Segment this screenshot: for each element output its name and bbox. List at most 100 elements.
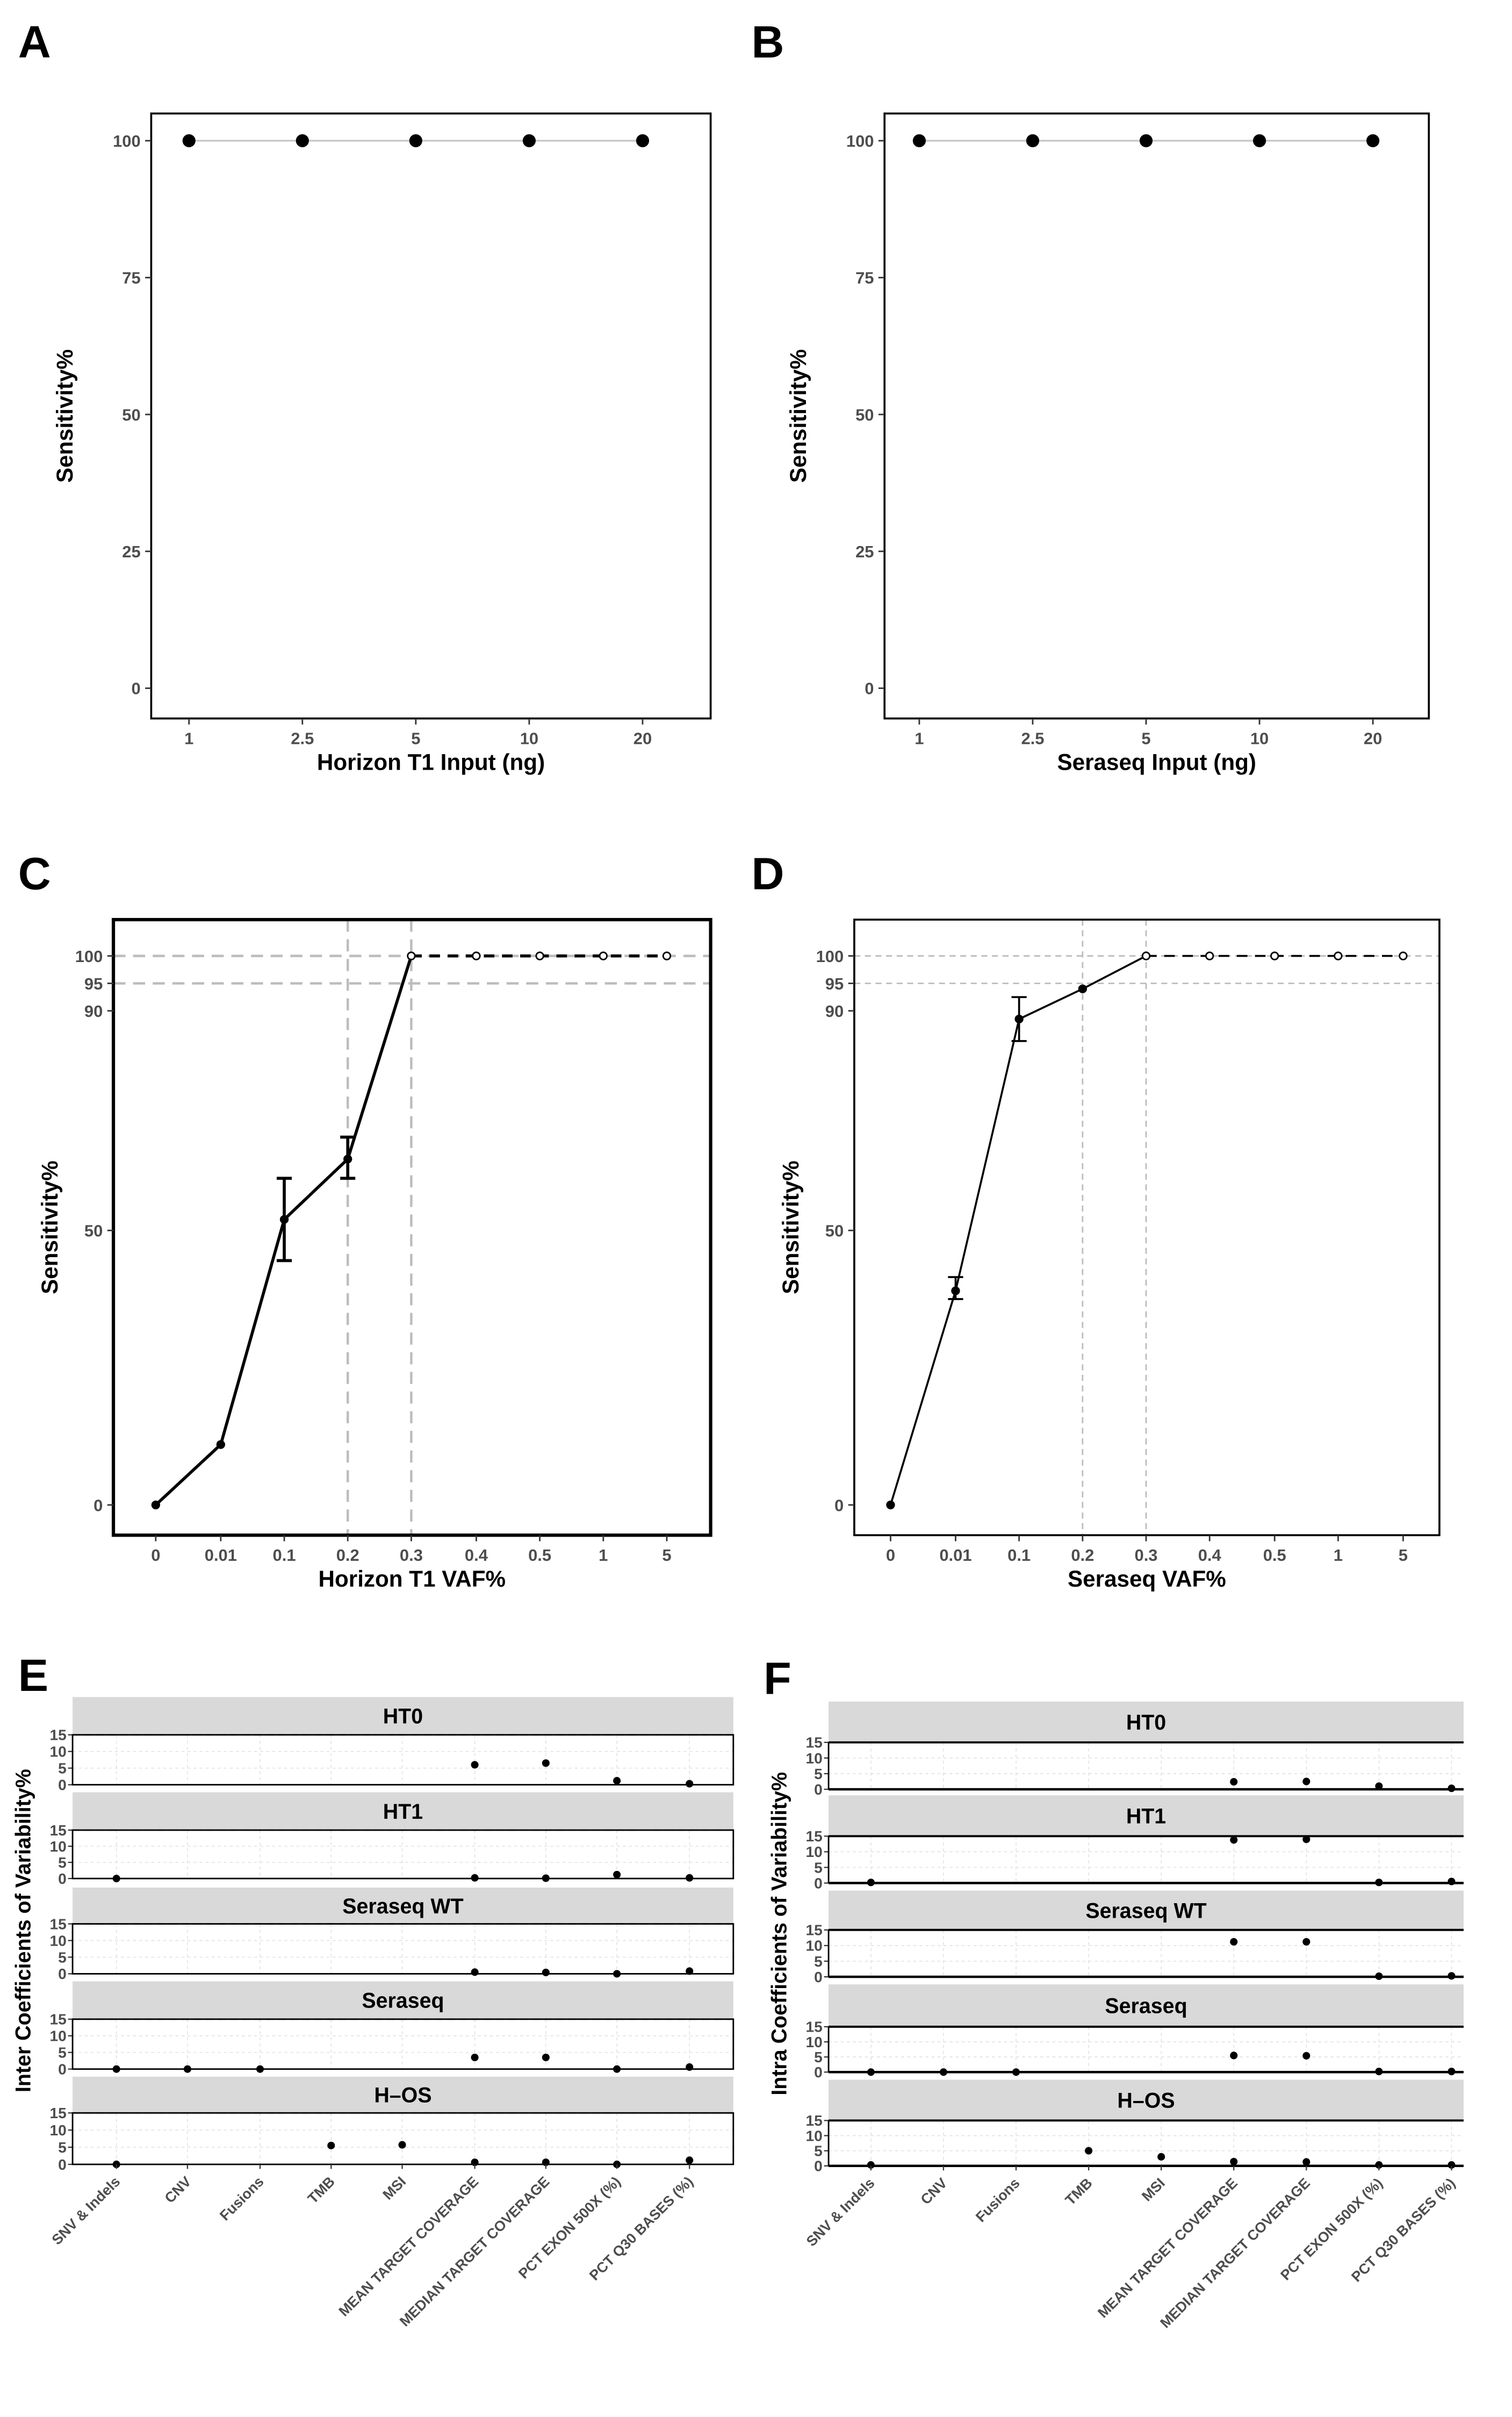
- x-tick-label: 0.1: [1007, 1546, 1031, 1565]
- y-tick-label: 10: [50, 1932, 67, 1949]
- x-tick-label: MEAN TARGET COVERAGE: [336, 2174, 482, 2320]
- y-axis-title: Sensitivity%: [37, 1160, 62, 1294]
- x-tick-label: 20: [1364, 729, 1382, 748]
- data-point: [296, 134, 309, 147]
- y-tick-label: 15: [806, 1734, 823, 1751]
- data-point: [686, 2063, 694, 2071]
- x-tick-label: TMB: [305, 2174, 338, 2207]
- x-tick-label: 0.5: [1263, 1546, 1286, 1565]
- x-tick-label: CNV: [162, 2174, 195, 2206]
- y-tick-label: 10: [806, 1750, 823, 1767]
- data-point: [1230, 1778, 1238, 1786]
- y-tick-label: 75: [855, 269, 874, 288]
- facet-strip: [829, 1701, 1464, 1742]
- data-point: [256, 2065, 264, 2073]
- x-tick-label: Fusions: [973, 2175, 1023, 2226]
- facet-strip: [73, 1792, 733, 1831]
- y-tick-label: 15: [50, 2105, 67, 2121]
- y-tick-label: 0: [58, 1966, 67, 1982]
- data-point: [472, 951, 481, 960]
- data-point: [1448, 2068, 1456, 2076]
- facet-title: HT1: [1126, 1804, 1166, 1828]
- data-point: [1302, 1777, 1311, 1785]
- y-tick-label: 15: [806, 2112, 823, 2129]
- y-tick-label: 15: [50, 1727, 67, 1744]
- y-tick-label: 95: [84, 974, 103, 993]
- y-tick-label: 15: [806, 1922, 823, 1939]
- facet-title: Seraseq: [362, 1989, 444, 2013]
- data-point: [1375, 2161, 1383, 2169]
- y-tick-label: 15: [50, 2011, 67, 2028]
- y-tick-label: 50: [825, 1222, 844, 1240]
- x-axis-title: Seraseq VAF%: [1068, 1566, 1226, 1591]
- y-tick-label: 0: [814, 1875, 823, 1891]
- data-point: [1012, 2068, 1020, 2076]
- x-tick-label: 0: [151, 1546, 160, 1565]
- data-point: [1448, 1877, 1456, 1885]
- y-tick-label: 10: [806, 2127, 823, 2144]
- data-point: [599, 951, 608, 960]
- x-tick-label: 2.5: [291, 729, 314, 748]
- y-tick-label: 10: [50, 1838, 67, 1855]
- facet-title: Seraseq WT: [342, 1895, 463, 1918]
- facet-strip: [73, 1697, 733, 1735]
- data-point: [542, 1874, 550, 1882]
- y-tick-label: 5: [58, 1949, 67, 1966]
- data-point: [1078, 984, 1087, 994]
- y-tick-label: 5: [814, 2049, 823, 2065]
- x-tick-label: SNV & Indels: [803, 2175, 878, 2250]
- facet-border: [71, 1923, 735, 1975]
- y-tick-label: 0: [93, 1496, 103, 1515]
- data-point: [1302, 1938, 1311, 1946]
- y-tick-label: 0: [131, 679, 140, 698]
- data-point: [407, 951, 416, 960]
- panel-label-C: C: [18, 849, 51, 899]
- data-point: [182, 134, 196, 147]
- y-tick-label: 5: [814, 2142, 823, 2159]
- data-point: [471, 1968, 479, 1976]
- x-tick-label: 0.4: [465, 1546, 488, 1565]
- y-tick-label: 10: [50, 2028, 67, 2045]
- data-point: [1302, 2158, 1311, 2166]
- data-point: [542, 2158, 550, 2167]
- y-axis-title: Intra Coefficients of Variability%: [767, 1772, 791, 2096]
- y-tick-label: 5: [814, 1859, 823, 1876]
- data-point: [662, 951, 672, 960]
- data-point: [112, 1875, 120, 1883]
- facet-title: Seraseq WT: [1085, 1899, 1206, 1923]
- x-tick-label: 0.3: [1135, 1546, 1158, 1565]
- y-tick-label: 5: [814, 1766, 823, 1782]
- y-tick-label: 100: [846, 132, 874, 150]
- y-tick-label: 10: [50, 1744, 67, 1760]
- x-tick-label: 0.01: [939, 1546, 971, 1565]
- y-tick-label: 0: [814, 1781, 823, 1798]
- x-tick-label: 5: [1141, 729, 1150, 748]
- x-tick-label: 10: [520, 729, 538, 748]
- y-tick-label: 100: [75, 947, 103, 966]
- data-point: [1252, 134, 1266, 147]
- data-point: [471, 2053, 479, 2062]
- facet-strip: [73, 2076, 733, 2113]
- y-tick-label: 5: [58, 1760, 67, 1777]
- data-point: [1448, 1972, 1456, 1980]
- y-tick-label: 0: [814, 1969, 823, 1985]
- y-tick-label: 0: [865, 679, 874, 698]
- data-point: [613, 1777, 621, 1785]
- data-point: [1230, 1836, 1238, 1844]
- data-point: [613, 1970, 621, 1978]
- data-point: [1230, 2052, 1238, 2060]
- data-point: [535, 951, 544, 960]
- facet-strip: [829, 1984, 1464, 2027]
- x-tick-label: 1: [1334, 1546, 1343, 1565]
- y-tick-label: 15: [50, 1822, 67, 1839]
- data-point: [542, 2053, 550, 2062]
- facet-strip: [73, 1887, 733, 1924]
- data-point: [1230, 1938, 1238, 1946]
- data-point: [1139, 134, 1153, 147]
- data-point: [867, 2161, 875, 2169]
- x-axis-title: Horizon T1 VAF%: [319, 1566, 506, 1591]
- data-point: [1157, 2153, 1165, 2161]
- y-tick-label: 50: [855, 405, 874, 424]
- data-point: [636, 134, 650, 147]
